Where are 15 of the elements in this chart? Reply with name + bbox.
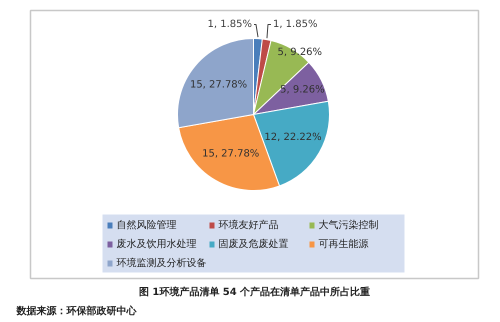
legend-label: 废水及饮用水处理 xyxy=(116,238,196,250)
legend-label: 环境友好产品 xyxy=(218,219,278,231)
source-note: 数据来源：环保部政研中心 xyxy=(16,305,138,317)
legend-label: 大气污染控制 xyxy=(318,219,378,231)
legend-label: 环境监测及分析设备 xyxy=(116,257,206,269)
data-label: 15, 27.78% xyxy=(190,80,248,91)
caption: 图 1环境产品清单 54 个产品在清单产品中所占比重 xyxy=(138,286,370,298)
data-label: 12, 22.22% xyxy=(264,132,322,143)
data-label: 15, 27.78% xyxy=(202,148,260,160)
data-label: 1, 1.85% xyxy=(208,19,252,30)
data-label: 1, 1.85% xyxy=(272,19,318,30)
legend-label: 自然风险管理 xyxy=(116,219,176,231)
data-label: 5, 9.26% xyxy=(280,84,325,96)
legend-label: 固废及危废处置 xyxy=(218,238,288,250)
legend-label: 可再生能源 xyxy=(318,238,368,250)
